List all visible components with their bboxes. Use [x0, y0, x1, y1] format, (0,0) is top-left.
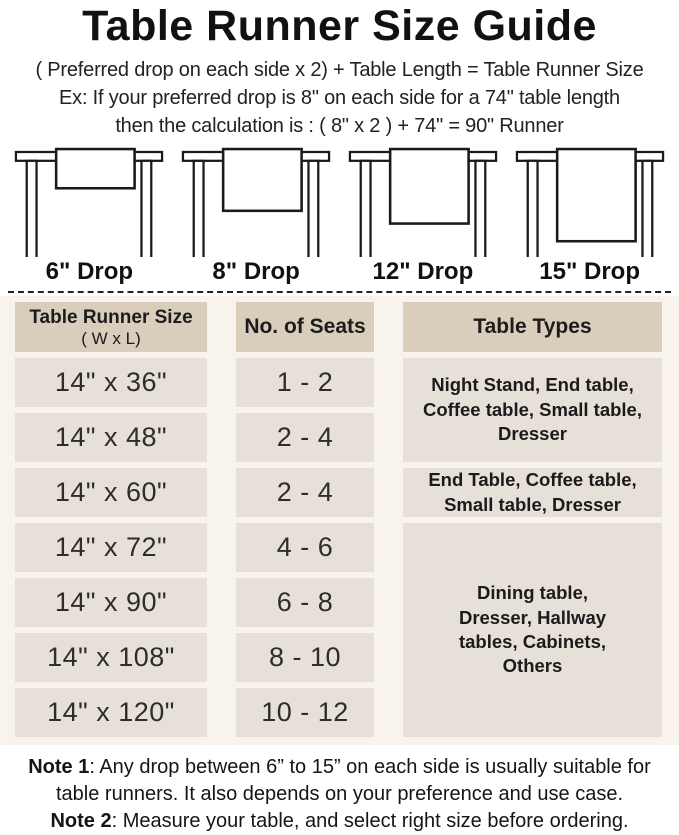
note-1: Note 1: Any drop between 6” to 15” on ea… [8, 754, 671, 807]
seats-cell: 10 - 12 [236, 688, 374, 737]
table-runner-illustration-8in [173, 147, 340, 257]
runner-size-cell: 14" x 36" [15, 358, 207, 407]
seats-cell: 4 - 6 [236, 523, 374, 572]
seats-cell: 1 - 2 [236, 358, 374, 407]
size-table-section: Table Runner Size ( W x L) No. of Seats … [0, 296, 679, 745]
table-with-runner-icon [181, 147, 331, 257]
note-2-text: : Measure your table, and select right s… [111, 810, 629, 832]
runner-size-cell: 14" x 120" [15, 688, 207, 737]
table-runner-illustration-12in [340, 147, 507, 257]
drop-label-8in: 8" Drop [212, 258, 300, 285]
note-2: Note 2: Measure your table, and select r… [8, 808, 671, 835]
table-runner-illustration-15in [506, 147, 673, 257]
table-types-cell: End Table, Coffee table, Small table, Dr… [403, 468, 662, 517]
size-guide-header: Table Runner Size Guide ( Preferred drop… [0, 2, 679, 139]
table-with-runner-icon [348, 147, 498, 257]
note-1-text: : Any drop between 6” to 15” on each sid… [55, 756, 651, 805]
drop-label-6in: 6" Drop [45, 258, 134, 285]
runner-size-cell: 14" x 108" [15, 633, 207, 682]
table-types-cell: Night Stand, End table, Coffee table, Sm… [403, 358, 662, 462]
drop-label-12in: 12" Drop [372, 258, 474, 285]
seats-cell: 2 - 4 [236, 468, 374, 517]
header-seats: No. of Seats [236, 302, 374, 352]
seats-cell: 2 - 4 [236, 413, 374, 462]
table-runner-illustration-6in [6, 147, 173, 257]
runner-size-cell: 14" x 60" [15, 468, 207, 517]
drop-labels: 6" Drop 8" Drop 12" Drop 15" Drop [0, 258, 679, 286]
note-2-label: Note 2 [50, 810, 112, 832]
table-with-runner-icon [15, 147, 164, 257]
runner-size-cell: 14" x 90" [15, 578, 207, 627]
table-with-runner-icon [515, 147, 664, 257]
drop-label-15in: 15" Drop [539, 258, 640, 285]
runner-size-cell: 14" x 72" [15, 523, 207, 572]
example-line-1: Ex: If your preferred drop is 8" on each… [59, 87, 620, 109]
note-1-label: Note 1 [28, 756, 90, 778]
example-line-2: then the calculation is : ( 8" x 2 ) + 7… [115, 115, 564, 137]
page-title: Table Runner Size Guide [82, 2, 597, 50]
seats-cell: 8 - 10 [236, 633, 374, 682]
seats-cell: 6 - 8 [236, 578, 374, 627]
size-table: Table Runner Size ( W x L) No. of Seats … [15, 302, 662, 737]
dashed-divider [8, 291, 671, 293]
header-table-types: Table Types [403, 302, 662, 352]
drop-illustrations [0, 147, 679, 257]
table-types-cell: Dining table, Dresser, Hallway tables, C… [403, 523, 662, 737]
notes-section: Note 1: Any drop between 6” to 15” on ea… [0, 745, 679, 835]
header-runner-size: Table Runner Size ( W x L) [15, 302, 207, 352]
runner-size-cell: 14" x 48" [15, 413, 207, 462]
formula-text: ( Preferred drop on each side x 2) + Tab… [35, 59, 644, 81]
